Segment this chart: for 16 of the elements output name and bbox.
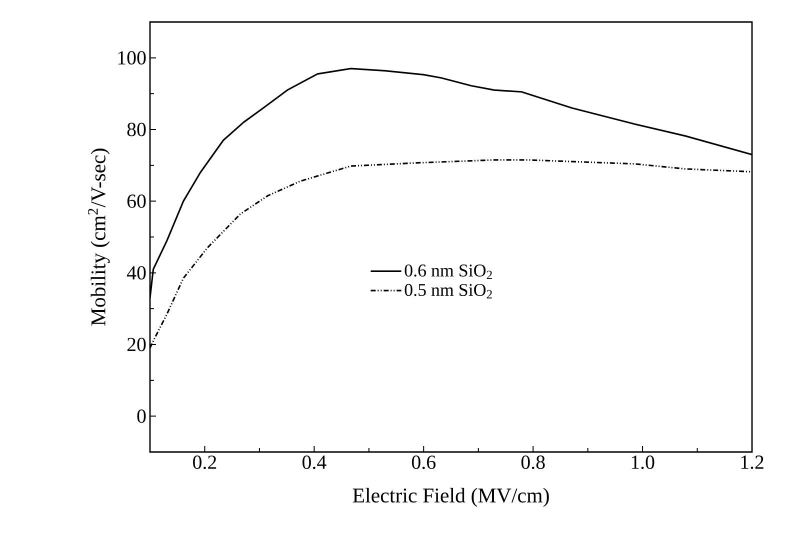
x-tick-label: 1.2: [741, 456, 764, 469]
y-tick-label: 0: [137, 409, 146, 423]
y-tick-label: 80: [127, 122, 146, 136]
y-tick-label: 20: [127, 338, 146, 352]
x-tick-label: 0.8: [521, 456, 545, 470]
y-tick-label: 40: [126, 266, 146, 280]
legend-label: 0.5 nm SiO$_{2}$: [404, 284, 492, 298]
y-tick-label: 60: [127, 194, 146, 208]
x-tick-label: 0.6: [412, 456, 436, 470]
x-tick-label: 0.4: [302, 456, 326, 470]
legend-label: 0.6 nm SiO$_{2}$: [404, 264, 492, 279]
y-tick-label: 100: [118, 51, 146, 65]
x-tick-label: 1.0: [632, 456, 654, 470]
x-tick-label: 0.2: [193, 456, 216, 470]
x-axis-title: Electric Field (MV/cm): [352, 488, 549, 507]
y-axis-title: Mobility (cm$^{2}$/V-sec): [88, 148, 110, 326]
